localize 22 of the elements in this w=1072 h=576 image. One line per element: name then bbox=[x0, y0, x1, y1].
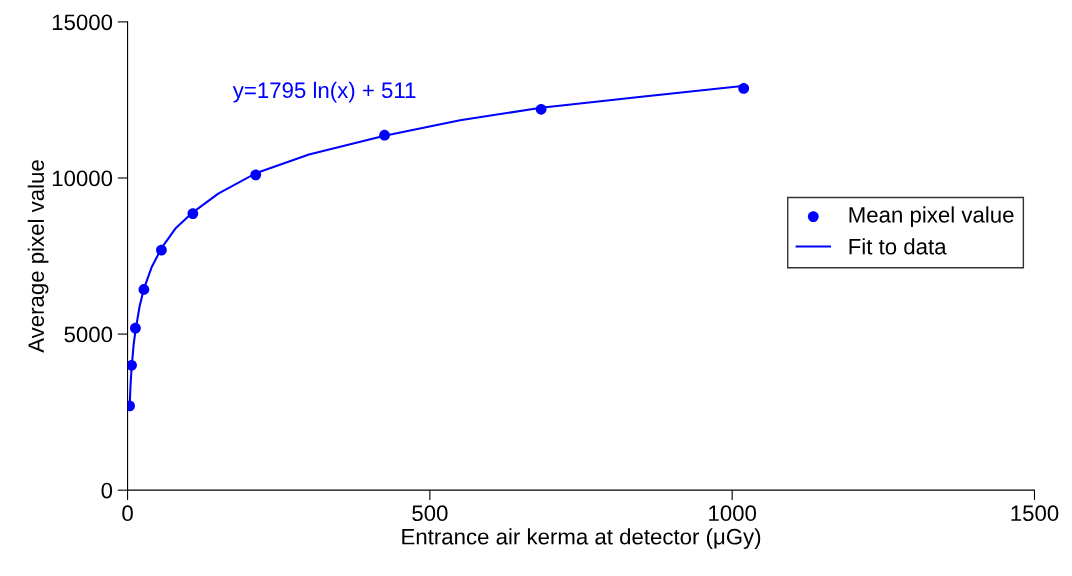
point bbox=[127, 359, 137, 371]
y-tick-label: 5000 bbox=[64, 326, 113, 343]
y-tick-label: 0 bbox=[101, 482, 113, 499]
annotation: y=1795 ln(x) + 511 bbox=[232, 81, 416, 103]
x-tick-label: 1000 bbox=[709, 505, 757, 522]
legend-label: Mean pixel value bbox=[849, 206, 1014, 228]
y-axis-title: Average pixel value bbox=[27, 160, 49, 353]
point bbox=[738, 83, 750, 94]
y-tick-label: 15000 bbox=[52, 14, 113, 31]
point bbox=[379, 129, 390, 141]
y-tick-label: 10000 bbox=[52, 170, 113, 187]
point bbox=[250, 169, 262, 181]
x-tick-label: 1500 bbox=[1011, 505, 1059, 522]
x-axis-title: Entrance air kerma at detector (μGy) bbox=[402, 528, 761, 549]
point bbox=[156, 244, 167, 256]
x-tick-label: 500 bbox=[412, 505, 448, 522]
point bbox=[138, 284, 150, 295]
point bbox=[535, 103, 547, 115]
point bbox=[187, 208, 199, 219]
legend-label: Fit to data bbox=[849, 238, 947, 255]
x-tick-label: 0 bbox=[122, 505, 133, 522]
point bbox=[130, 322, 141, 334]
